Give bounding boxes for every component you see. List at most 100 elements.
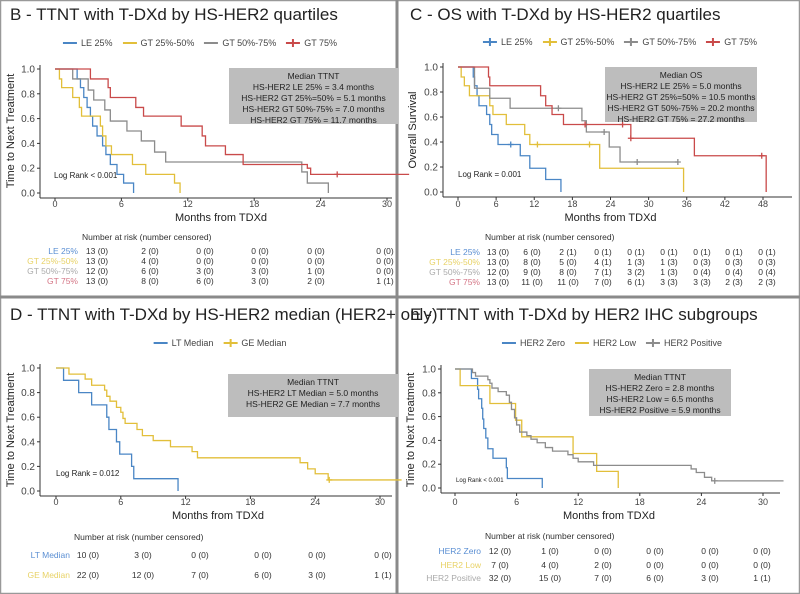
y-tick-label: 0.0 bbox=[424, 188, 438, 199]
x-tick-label: 6 bbox=[118, 497, 123, 507]
risk-cell: 0 (1) bbox=[758, 247, 776, 257]
legend-label: GE Median bbox=[241, 338, 287, 348]
legend-swatch bbox=[62, 42, 77, 44]
legend-label: GT 75% bbox=[304, 38, 338, 48]
median-box-line: HS-HER2 GT 75% = 27.2 months bbox=[617, 114, 745, 124]
legend-swatch bbox=[646, 339, 661, 347]
median-box-line: HS-HER2 LT Median = 5.0 months bbox=[247, 388, 379, 398]
panel-title: E - TTNT with T-DXd by HER2 IHC subgroup… bbox=[410, 305, 758, 324]
median-box-line: HS-HER2 Low = 6.5 months bbox=[606, 394, 714, 404]
legend-item: HER2 Positive bbox=[646, 338, 722, 348]
median-box-title: Median TTNT bbox=[287, 71, 340, 81]
median-box-title: Median TTNT bbox=[634, 372, 686, 382]
x-tick-label: 18 bbox=[635, 497, 645, 507]
risk-cell: 13 (0) bbox=[86, 246, 108, 256]
risk-cell: 0 (0) bbox=[701, 560, 719, 570]
km-curve-gt-50-75- bbox=[55, 68, 329, 193]
legend-item: HER2 Zero bbox=[501, 338, 565, 348]
risk-cell: 2 (0) bbox=[594, 560, 612, 570]
risk-cell: 13 (0) bbox=[487, 247, 509, 257]
legend-label: GT 25%-50% bbox=[560, 37, 615, 47]
median-box: Median TTNT HS-HER2 Zero = 2.8 months HS-H… bbox=[589, 369, 731, 416]
censor-mark bbox=[582, 121, 589, 128]
risk-cell: 8 (0) bbox=[523, 257, 541, 267]
risk-cell: 0 (0) bbox=[307, 256, 325, 266]
y-tick-label: 0.0 bbox=[21, 189, 35, 200]
risk-row-label: HER2 Low bbox=[440, 560, 481, 570]
risk-cell: 13 (0) bbox=[487, 277, 509, 287]
y-tick-label: 1.0 bbox=[21, 65, 35, 76]
y-tick-label: 1.0 bbox=[21, 364, 35, 375]
risk-cell: 0 (4) bbox=[758, 267, 776, 277]
x-tick-label: 18 bbox=[567, 199, 577, 209]
risk-cell: 1 (1) bbox=[374, 570, 392, 580]
median-box-line: HS-HER2 GT 25%=50% = 5.1 months bbox=[241, 93, 386, 103]
risk-cell: 7 (1) bbox=[594, 267, 612, 277]
legend-label: HER2 Zero bbox=[519, 338, 565, 348]
x-tick-label: 0 bbox=[452, 497, 457, 507]
risk-cell: 5 (0) bbox=[559, 257, 577, 267]
risk-cell: 1 (1) bbox=[753, 573, 771, 583]
km-curve-gt-75- bbox=[458, 66, 767, 192]
x-tick-label: 0 bbox=[455, 199, 460, 209]
risk-row-label: GT 50%-75% bbox=[429, 267, 480, 277]
legend-swatch bbox=[286, 39, 301, 47]
risk-row-label: HER2 Zero bbox=[438, 546, 481, 556]
median-box-line: HS-HER2 GT 75% = 11.7 months bbox=[250, 115, 377, 125]
risk-table-header: Number at risk (number censored) bbox=[485, 232, 615, 242]
censor-mark-icon bbox=[712, 38, 715, 46]
risk-cell: 7 (0) bbox=[491, 560, 509, 570]
x-tick-label: 24 bbox=[605, 199, 615, 209]
legend-label: HER2 Positive bbox=[664, 338, 723, 348]
y-tick-label: 0.0 bbox=[422, 484, 436, 495]
x-tick-label: 36 bbox=[682, 199, 692, 209]
censor-mark-icon bbox=[548, 38, 551, 46]
risk-cell: 15 (0) bbox=[539, 573, 561, 583]
legend-swatch bbox=[574, 342, 589, 344]
legend-label: GT 50%-75% bbox=[222, 38, 277, 48]
y-tick-label: 0.6 bbox=[21, 114, 35, 125]
risk-cell: 2 (0) bbox=[141, 246, 159, 256]
legend-item: GT 50%-75% bbox=[204, 38, 276, 48]
x-tick-label: 18 bbox=[249, 199, 259, 209]
y-tick-label: 0.6 bbox=[424, 113, 438, 124]
y-tick-label: 0.2 bbox=[422, 460, 436, 471]
legend-label: GT 50%-75% bbox=[642, 37, 697, 47]
risk-cell: 3 (0) bbox=[701, 573, 719, 583]
log-rank-label: Log Rank = 0.001 bbox=[458, 170, 522, 179]
risk-cell: 0 (1) bbox=[627, 247, 645, 257]
risk-cell: 7 (0) bbox=[594, 277, 612, 287]
censor-mark bbox=[326, 476, 333, 483]
panel-title: C - OS with T-DXd by HS-HER2 quartiles bbox=[410, 5, 721, 24]
median-box-line: HS-HER2 GT 25%=50% = 10.5 months bbox=[606, 92, 756, 102]
risk-cell: 0 (0) bbox=[376, 246, 394, 256]
legend-item: GT 25%-50% bbox=[542, 37, 614, 47]
risk-cell: 0 (0) bbox=[196, 246, 214, 256]
risk-cell: 0 (0) bbox=[594, 546, 612, 556]
legend: LT Median GE Median bbox=[153, 338, 287, 348]
risk-cell: 0 (0) bbox=[701, 546, 719, 556]
median-box-line: HS-HER2 LE 25% = 5.0 months bbox=[620, 81, 742, 91]
y-axis-label: Overall Survival bbox=[407, 91, 419, 168]
risk-cell: 11 (0) bbox=[521, 277, 543, 287]
risk-row-label: LE 25% bbox=[48, 246, 78, 256]
y-tick-label: 0.8 bbox=[21, 388, 35, 399]
km-curve-gt-25-50- bbox=[55, 68, 181, 193]
legend-item: GT 50%-75% bbox=[624, 37, 696, 47]
risk-cell: 13 (0) bbox=[86, 276, 108, 286]
km-curve-ge-median bbox=[56, 367, 402, 481]
risk-cell: 32 (0) bbox=[489, 573, 511, 583]
risk-cell: 7 (0) bbox=[191, 570, 209, 580]
x-tick-label: 42 bbox=[720, 199, 730, 209]
risk-cell: 6 (1) bbox=[627, 277, 645, 287]
y-tick-label: 1.0 bbox=[424, 63, 438, 74]
legend-label: GT 75% bbox=[724, 37, 758, 47]
legend-item: HER2 Low bbox=[574, 338, 636, 348]
legend: HER2 Zero HER2 Low HER2 Positive bbox=[501, 338, 722, 348]
risk-cell: 0 (0) bbox=[251, 256, 269, 266]
x-tick-label: 6 bbox=[514, 497, 519, 507]
risk-cell: 0 (1) bbox=[660, 247, 678, 257]
y-tick-label: 0.6 bbox=[422, 412, 436, 423]
risk-row-label: GT 25%-50% bbox=[27, 256, 78, 266]
log-rank-label: Log Rank < 0.001 bbox=[54, 171, 118, 180]
